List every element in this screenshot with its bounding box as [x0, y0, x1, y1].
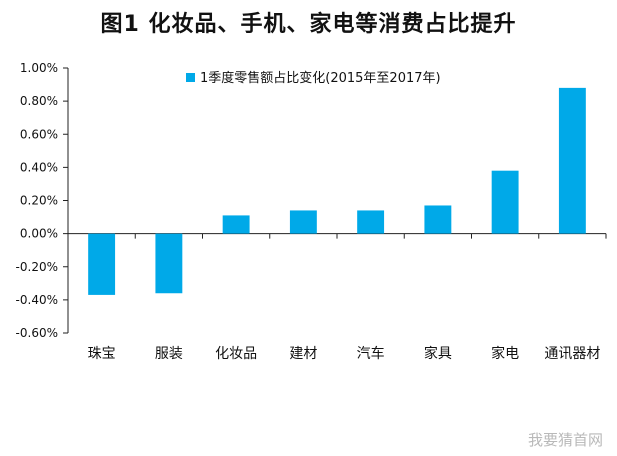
x-tick-label: 家电	[491, 345, 519, 362]
bar-服装	[155, 233, 183, 294]
x-tick-label: 家具	[424, 345, 452, 362]
legend-label: 1季度零售额占比变化(2015年至2017年)	[200, 70, 441, 86]
y-tick-label: 0.00%	[20, 227, 58, 241]
x-tick-label: 服装	[155, 346, 183, 362]
bar-家电	[491, 170, 519, 234]
y-tick-label: 1.00%	[20, 61, 58, 75]
bars	[88, 87, 586, 295]
bar-珠宝	[88, 233, 116, 295]
bar-化妆品	[222, 215, 250, 234]
bar-家具	[424, 205, 452, 234]
bar-通讯器材	[558, 87, 586, 234]
x-tick-label: 通讯器材	[544, 346, 600, 362]
legend: 1季度零售额占比变化(2015年至2017年)	[186, 70, 441, 86]
y-tick-label: 0.40%	[20, 160, 58, 174]
x-tick-label: 化妆品	[215, 346, 257, 362]
y-tick-label: 0.80%	[20, 94, 58, 108]
bar-汽车	[357, 210, 385, 234]
y-tick-label: 0.60%	[20, 127, 58, 141]
y-tick-label: -0.60%	[16, 326, 58, 340]
y-tick-label: -0.40%	[16, 293, 58, 307]
watermark: 我要猜首网	[527, 431, 603, 449]
x-tick-label: 汽车	[357, 345, 385, 362]
x-axis-labels: 珠宝 服装 化妆品 建材 汽车 家具 家电 通讯器材	[88, 345, 601, 362]
chart-title: 图1 化妆品、手机、家电等消费占比提升	[100, 12, 517, 37]
y-tick-label: -0.20%	[16, 260, 58, 274]
legend-swatch	[186, 73, 195, 82]
x-tick-label: 珠宝	[88, 346, 116, 362]
y-tick-label: 0.20%	[20, 194, 58, 208]
x-tick-label: 建材	[289, 346, 317, 362]
bar-建材	[289, 210, 317, 234]
